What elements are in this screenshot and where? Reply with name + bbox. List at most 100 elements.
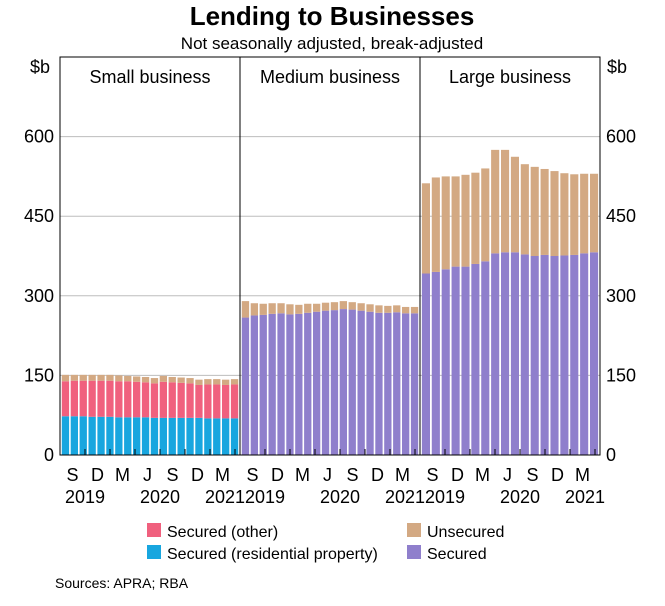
bar-secured-residential xyxy=(213,418,221,455)
plot-frame xyxy=(59,56,601,456)
x-year-label: 2019 xyxy=(65,487,105,507)
bar-secured-residential xyxy=(159,417,167,455)
x-year-label: 2021 xyxy=(205,487,245,507)
bar-secured xyxy=(366,311,374,455)
bar-unsecured xyxy=(560,173,569,256)
bar-secured-other xyxy=(168,382,176,418)
bar-unsecured xyxy=(339,301,347,310)
y-axis-unit-left: $b xyxy=(30,57,50,77)
bar-unsecured xyxy=(124,375,132,382)
legend-label-secured-residential: Secured (residential property) xyxy=(167,546,378,563)
bar-secured xyxy=(393,312,401,455)
bar-unsecured xyxy=(106,374,114,381)
bar-secured xyxy=(313,311,321,455)
x-year-label: 2021 xyxy=(565,487,605,507)
bar-secured-residential xyxy=(230,418,239,455)
y-tick-label-right: 600 xyxy=(606,127,636,147)
bar-secured-other xyxy=(150,383,159,418)
x-year-label: 2019 xyxy=(425,487,465,507)
bar-secured-other xyxy=(213,384,221,419)
legend-label-secured-other: Secured (other) xyxy=(167,524,278,541)
bar-secured-residential xyxy=(133,417,141,455)
legend-label-unsecured: Unsecured xyxy=(427,524,504,541)
bar-unsecured xyxy=(259,303,267,315)
bar-secured-other xyxy=(186,383,194,418)
bar-unsecured xyxy=(375,305,383,313)
source-note: Sources: APRA; RBA xyxy=(55,575,189,591)
chart-title: Lending to Businesses xyxy=(190,1,475,31)
x-tick-label: S xyxy=(346,465,358,485)
bar-unsecured xyxy=(70,374,78,381)
bar-unsecured xyxy=(286,304,294,315)
bar-unsecured xyxy=(451,176,460,267)
bar-secured xyxy=(330,310,339,455)
legend: Secured (other) Unsecured Secured (resid… xyxy=(147,523,504,563)
bar-unsecured xyxy=(204,379,212,385)
x-tick-label: D xyxy=(551,465,564,485)
bar-secured xyxy=(286,314,294,455)
bar-secured xyxy=(530,256,539,455)
bar-secured xyxy=(375,312,383,455)
x-year-label: 2021 xyxy=(385,487,425,507)
bar-secured-residential xyxy=(70,416,78,455)
bar-unsecured xyxy=(313,303,321,312)
bar-secured-residential xyxy=(79,416,87,455)
bar-secured xyxy=(339,309,347,455)
bar-secured-residential xyxy=(97,416,105,455)
x-tick-label: M xyxy=(475,465,490,485)
x-tick-label: J xyxy=(323,465,332,485)
bar-secured xyxy=(451,266,460,455)
legend-swatch-secured-residential xyxy=(147,545,161,559)
bar-secured-residential xyxy=(168,417,176,455)
x-year-label: 2020 xyxy=(140,487,180,507)
bar-unsecured xyxy=(195,379,203,385)
bar-unsecured xyxy=(421,183,430,274)
bar-secured-residential xyxy=(177,417,185,455)
bar-unsecured xyxy=(241,301,250,318)
x-tick-label: J xyxy=(143,465,152,485)
bar-secured-other xyxy=(222,384,230,419)
bar-secured xyxy=(501,252,510,455)
bar-unsecured xyxy=(61,374,70,382)
x-year-label: 2019 xyxy=(245,487,285,507)
bar-secured-other xyxy=(195,384,203,418)
bar-secured xyxy=(348,309,356,455)
panel-title-medium: Medium business xyxy=(260,67,400,87)
bar-unsecured xyxy=(141,376,150,383)
bar-secured xyxy=(590,252,599,455)
bar-secured-residential xyxy=(88,416,96,455)
bar-unsecured xyxy=(402,306,410,314)
y-tick-label-left: 150 xyxy=(24,365,54,385)
bar-secured-residential xyxy=(124,417,132,455)
bar-secured xyxy=(295,313,303,455)
x-tick-label: S xyxy=(426,465,438,485)
bar-secured xyxy=(580,253,589,455)
bar-unsecured xyxy=(431,177,440,272)
bar-secured-other xyxy=(124,381,132,418)
bar-secured xyxy=(357,310,365,455)
bar-unsecured xyxy=(491,149,500,254)
bar-secured-other xyxy=(79,380,87,417)
x-tick-label: M xyxy=(395,465,410,485)
bar-unsecured xyxy=(501,149,510,253)
bar-secured-other xyxy=(97,380,105,417)
y-tick-label-right: 0 xyxy=(606,445,616,465)
bar-secured xyxy=(304,312,312,455)
bar-secured-other xyxy=(204,384,212,419)
bar-secured xyxy=(410,313,419,455)
bar-unsecured xyxy=(330,302,339,311)
bar-unsecured xyxy=(461,174,470,267)
bar-unsecured xyxy=(590,173,599,253)
bar-unsecured xyxy=(213,379,221,385)
bar-secured-residential xyxy=(106,416,114,455)
x-tick-label: D xyxy=(451,465,464,485)
x-tick-label: M xyxy=(215,465,230,485)
bar-unsecured xyxy=(481,168,490,262)
y-tick-label-left: 450 xyxy=(24,206,54,226)
bar-secured xyxy=(431,271,440,455)
bar-secured xyxy=(491,253,500,455)
bar-secured xyxy=(421,273,430,455)
bar-unsecured xyxy=(540,168,549,255)
bar-unsecured xyxy=(441,176,450,270)
